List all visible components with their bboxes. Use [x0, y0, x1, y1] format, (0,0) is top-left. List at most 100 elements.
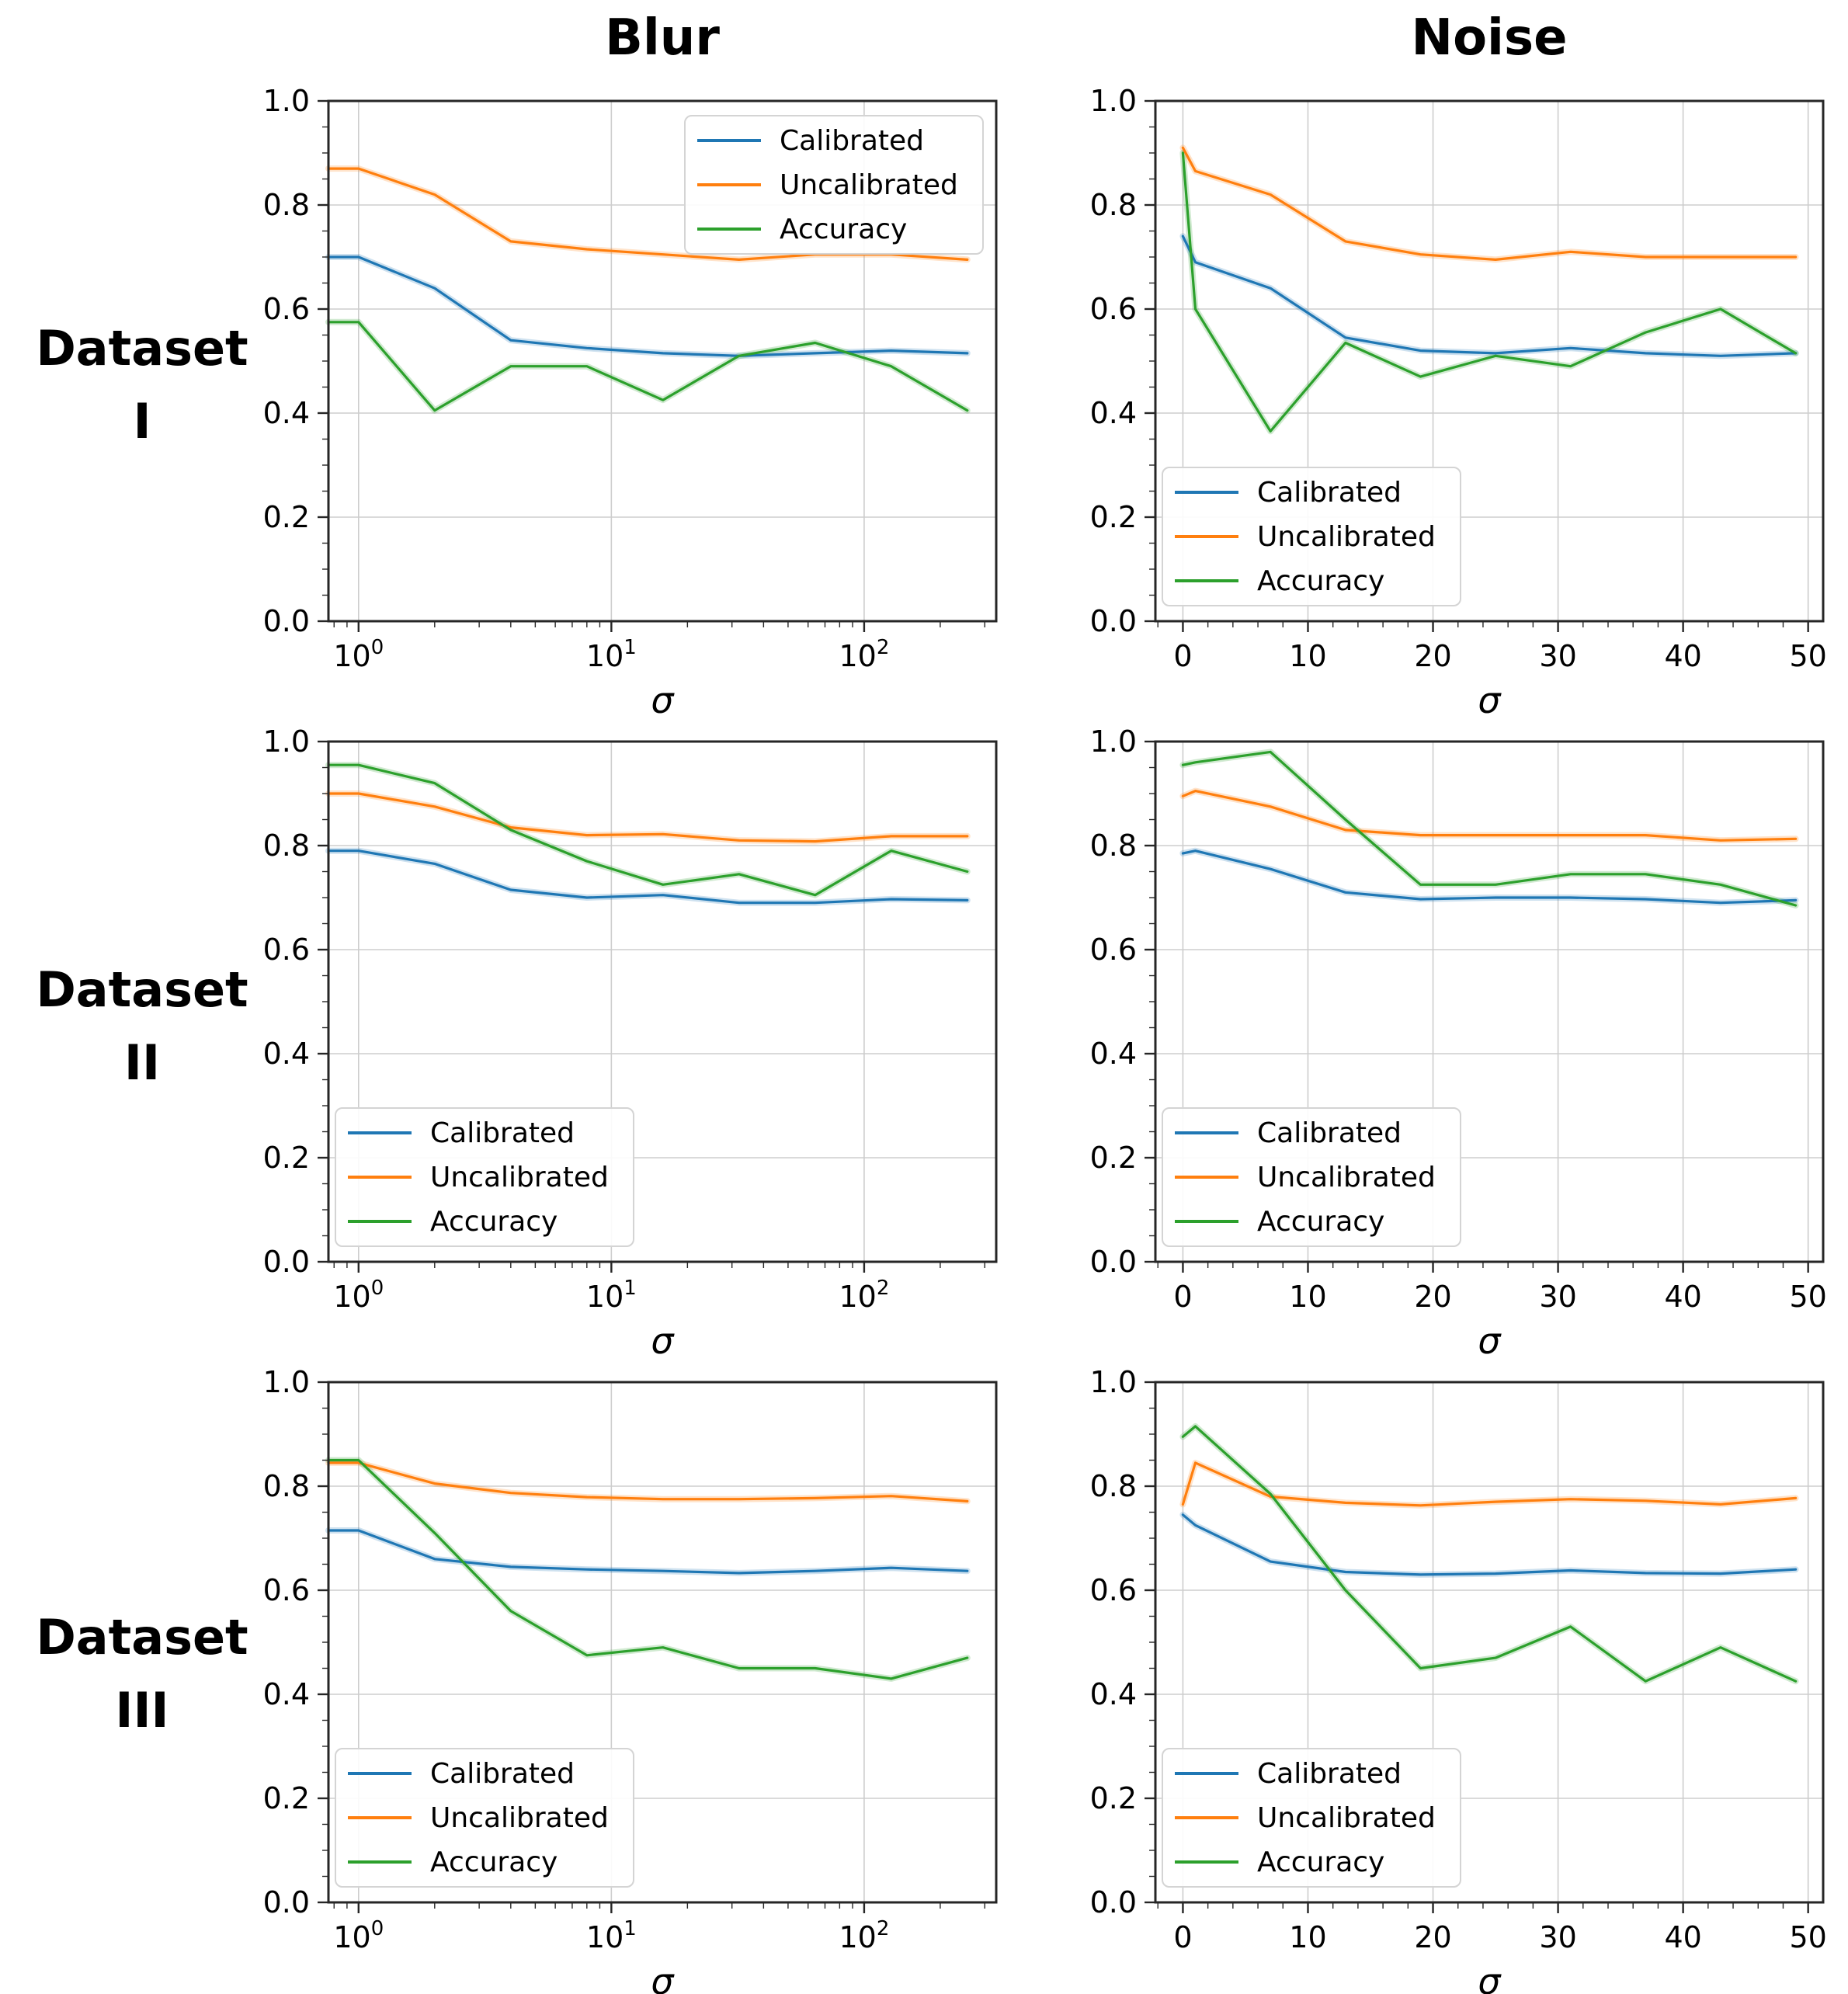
legend-label: Calibrated [430, 1758, 575, 1790]
x-axis-label: σ [1478, 1961, 1502, 1994]
x-tick-label: 50 [1789, 639, 1826, 673]
y-tick-label: 0.4 [263, 1677, 310, 1711]
series-line-calibrated [327, 255, 969, 357]
legend-label: Uncalibrated [430, 1802, 609, 1834]
series-line-uncalibrated [327, 1461, 969, 1502]
row-label-dataset-1: Dataset I [2, 312, 282, 458]
x-axis-label: σ [651, 679, 675, 721]
y-tick-label: 0.8 [263, 1469, 310, 1503]
series-line-accuracy [327, 763, 969, 897]
x-tick-label: 20 [1414, 639, 1451, 673]
y-tick-label: 0.2 [1090, 500, 1137, 534]
row-label-line: I [133, 393, 151, 450]
x-tick-label: 40 [1664, 1280, 1701, 1314]
series-line-accuracy [1181, 1425, 1798, 1683]
legend-label: Accuracy [1257, 565, 1384, 597]
row-label-line: II [123, 1034, 161, 1091]
series-line-uncalibrated [1181, 146, 1798, 261]
x-axis-label: σ [1478, 679, 1502, 721]
x-tick-label: 10 [1289, 1920, 1326, 1954]
y-tick-label: 0.6 [1090, 1573, 1137, 1607]
legend: Calibrated Uncalibrated Accuracy [684, 115, 984, 255]
series-halo-calibrated [1179, 847, 1799, 906]
y-tick-label: 0.6 [1090, 933, 1137, 967]
y-tick-label: 0.0 [263, 604, 310, 638]
y-tick-label: 0.8 [1090, 1469, 1137, 1503]
column-title-noise: Noise [1411, 9, 1568, 67]
y-tick-label: 0.4 [1090, 396, 1137, 430]
x-tick-label: 101 [586, 1277, 637, 1314]
column-title-blur: Blur [605, 9, 720, 67]
row-label-dataset-3: Dataset III [2, 1601, 282, 1747]
chart-blur-dataset-3: 0.0 0.2 0.4 0.6 0.8 1.0 100 101 102 σ Calibrated Un… [263, 1365, 998, 1994]
y-tick-label: 0.4 [1090, 1677, 1137, 1711]
legend-label: Calibrated [1257, 477, 1402, 509]
series-line-accuracy [1181, 750, 1798, 907]
x-axis-label: σ [1478, 1320, 1502, 1362]
legend: Calibrated Uncalibrated Accuracy [335, 1107, 634, 1247]
legend: Calibrated Uncalibrated Accuracy [335, 1748, 634, 1888]
legend-label: Uncalibrated [1257, 1162, 1436, 1193]
y-tick-label: 0.6 [263, 292, 310, 326]
legend-label: Accuracy [1257, 1206, 1384, 1238]
series-line-uncalibrated [1181, 789, 1798, 842]
legend-label: Uncalibrated [780, 169, 958, 201]
x-tick-label: 102 [839, 636, 889, 673]
y-tick-label: 0.0 [1090, 1885, 1137, 1919]
y-tick-label: 0.0 [263, 1885, 310, 1919]
legend: Calibrated Uncalibrated Accuracy [1162, 1748, 1461, 1888]
x-tick-label: 101 [586, 636, 637, 673]
series-halo-uncalibrated [1179, 787, 1799, 844]
x-tick-label: 50 [1789, 1280, 1826, 1314]
series-halo-calibrated [325, 1527, 971, 1576]
series-halo-calibrated [1179, 1511, 1799, 1578]
x-tick-label: 100 [333, 1917, 384, 1954]
series-line-calibrated [1181, 849, 1798, 905]
y-tick-label: 0.8 [263, 829, 310, 863]
x-tick-label: 40 [1664, 639, 1701, 673]
y-tick-label: 1.0 [1090, 724, 1137, 759]
chart-noise-dataset-2: 0.0 0.2 0.4 0.6 0.8 1.0 0 10 20 30 40 50 σ Calibrated… [1090, 724, 1827, 1362]
x-tick-label: 10 [1289, 639, 1326, 673]
legend-box [1162, 1748, 1461, 1888]
legend: Calibrated Uncalibrated Accuracy [1162, 467, 1461, 606]
y-tick-label: 0.6 [263, 1573, 310, 1607]
series-halo-accuracy [325, 762, 971, 898]
series-line-accuracy [327, 321, 969, 412]
row-label-dataset-2: Dataset II [2, 954, 282, 1099]
legend-box [335, 1748, 634, 1888]
series-halo-uncalibrated [1179, 144, 1799, 263]
y-tick-label: 0.4 [1090, 1037, 1137, 1071]
legend-label: Uncalibrated [1257, 521, 1436, 553]
series-halo-calibrated [325, 254, 971, 360]
y-tick-label: 0.8 [1090, 188, 1137, 222]
y-tick-label: 1.0 [263, 724, 310, 759]
legend-label: Calibrated [780, 125, 924, 157]
x-tick-label: 0 [1173, 1920, 1192, 1954]
y-tick-label: 0.6 [263, 933, 310, 967]
row-label-line: Dataset [36, 320, 248, 377]
legend-label: Calibrated [1257, 1758, 1402, 1790]
row-label-line: III [115, 1682, 169, 1739]
legend-label: Calibrated [1257, 1117, 1402, 1149]
chart-noise-dataset-3: 0.0 0.2 0.4 0.6 0.8 1.0 0 10 20 30 40 50 σ Calibrated… [1090, 1365, 1827, 1994]
y-tick-label: 0.0 [1090, 1245, 1137, 1279]
legend-box [1162, 467, 1461, 606]
series-line-uncalibrated [327, 792, 969, 843]
series-line-uncalibrated [1181, 1461, 1798, 1507]
legend-box [684, 115, 984, 255]
y-tick-label: 0.6 [1090, 292, 1137, 326]
x-tick-label: 100 [333, 636, 384, 673]
y-tick-label: 1.0 [1090, 1365, 1137, 1399]
y-tick-label: 0.2 [263, 1141, 310, 1175]
chart-blur-dataset-1: 0.0 0.2 0.4 0.6 0.8 1.0 100 101 102 σ Calibrated Un… [263, 84, 998, 721]
y-tick-label: 1.0 [263, 1365, 310, 1399]
x-axis-label: σ [651, 1961, 675, 1994]
x-tick-label: 0 [1173, 1280, 1192, 1314]
y-tick-label: 0.4 [263, 1037, 310, 1071]
y-tick-label: 1.0 [263, 84, 310, 118]
x-tick-label: 20 [1414, 1280, 1451, 1314]
chart-noise-dataset-1: 0.0 0.2 0.4 0.6 0.8 1.0 0 10 20 30 40 50 σ Calibrated… [1090, 84, 1827, 721]
x-tick-label: 102 [839, 1917, 889, 1954]
